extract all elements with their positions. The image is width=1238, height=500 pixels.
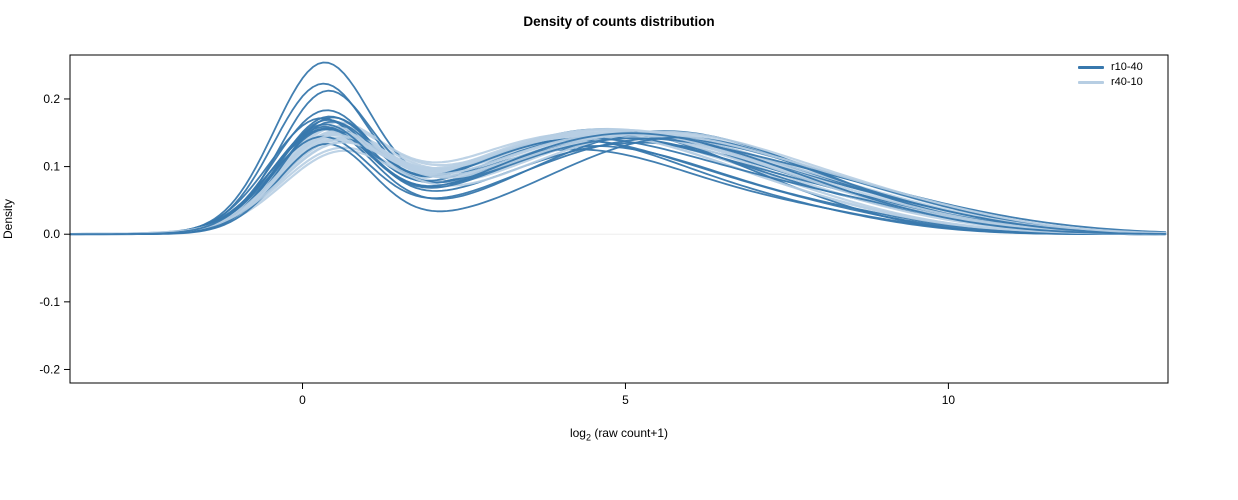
x-tick-label: 10 xyxy=(942,393,956,407)
y-tick-label: -0.1 xyxy=(39,295,60,309)
x-axis-label-base: log xyxy=(569,426,586,440)
legend-item-r40-10: r40-10 xyxy=(1078,75,1178,90)
chart-title: Density of counts distribution xyxy=(523,14,715,29)
x-axis-label-rest: (raw count+1) xyxy=(590,426,669,440)
x-axis-label-subscript: 2 xyxy=(585,432,591,443)
y-tick-label: -0.2 xyxy=(39,362,60,376)
legend: r10-40 r40-10 xyxy=(1078,60,1178,90)
legend-line-swatch-r10-40 xyxy=(1078,66,1104,69)
x-tick-label: 5 xyxy=(622,393,629,407)
x-axis-label: log2 (raw count+1) xyxy=(70,426,1168,442)
x-tick-label: 0 xyxy=(299,393,306,407)
y-tick-label: 0.0 xyxy=(43,227,60,241)
legend-line-swatch-r40-10 xyxy=(1078,81,1104,84)
y-tick-label: 0.2 xyxy=(43,92,60,106)
y-tick-label: 0.1 xyxy=(43,160,60,174)
legend-label-r40-10: r40-10 xyxy=(1111,76,1143,88)
y-axis-label: Density xyxy=(1,199,15,240)
legend-label-r10-40: r10-40 xyxy=(1111,61,1143,73)
legend-item-r10-40: r10-40 xyxy=(1078,60,1178,75)
